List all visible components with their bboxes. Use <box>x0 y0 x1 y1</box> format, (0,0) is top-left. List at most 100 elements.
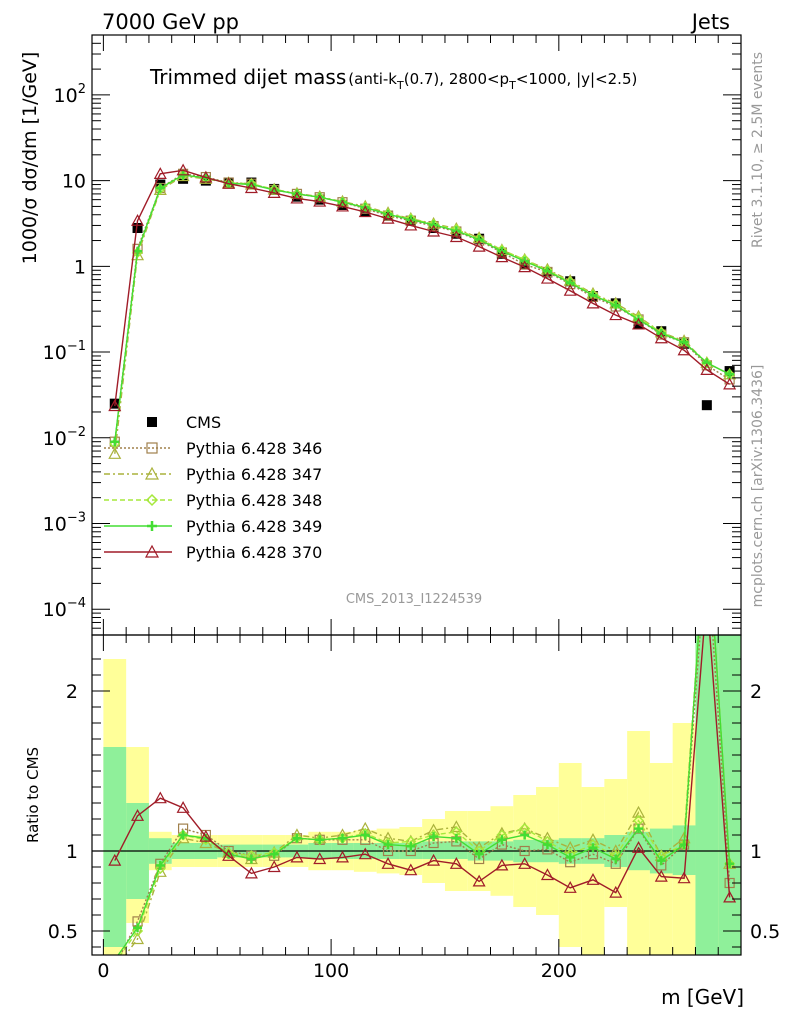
data-point <box>337 197 347 207</box>
ratio-point <box>702 511 711 520</box>
ratio-frame <box>91 634 742 956</box>
data-point <box>725 369 735 379</box>
ratio-point <box>427 853 441 866</box>
ratio-line <box>119 635 731 955</box>
stat-band-bin <box>695 635 719 955</box>
ratio-point <box>381 857 395 869</box>
ratio-point <box>335 850 350 863</box>
ratio-point <box>406 841 416 851</box>
series-4 <box>110 170 735 447</box>
legend-label: Pythia 6.428 346 <box>186 439 322 458</box>
ratio-point <box>495 858 509 871</box>
ratio-point <box>702 543 711 552</box>
data-point <box>632 317 646 330</box>
ratio-y-tick-label: 1 <box>750 841 762 863</box>
ratio-point <box>131 932 145 945</box>
rivet-label: Rivet 3.1.10, ≥ 2.5M events <box>750 52 766 248</box>
ratio-y-tick-label: 2 <box>750 681 762 703</box>
ratio-point <box>519 845 530 857</box>
series-1 <box>109 168 735 447</box>
chart-title: Trimmed dijet mass (anti-kT(0.7), 2800<pT… <box>149 65 637 92</box>
mcplots-label: mcplots.cern.ch [arXiv:1306.3436] <box>750 365 766 608</box>
ratio-point <box>449 820 463 833</box>
stat-band-bin <box>103 747 127 947</box>
ratio-point <box>429 832 439 842</box>
ratio-point <box>588 843 598 853</box>
data-point <box>108 447 122 459</box>
legend-label: Pythia 6.428 348 <box>186 491 322 510</box>
series-line <box>114 173 730 442</box>
ratio-point <box>110 955 119 964</box>
stat-band-bin <box>444 841 468 859</box>
data-point <box>199 170 213 183</box>
legend-marker <box>144 466 160 480</box>
ratio-line <box>124 635 731 955</box>
data-point <box>540 271 554 284</box>
legend: CMS Pythia 6.428 346 Pythia 6.428 347 Pythi… <box>104 413 322 562</box>
ratio-point <box>540 868 554 881</box>
data-point <box>176 163 190 176</box>
data-point <box>495 250 509 263</box>
syst-band-bin <box>581 787 605 955</box>
data-point <box>427 224 441 237</box>
series-3 <box>109 169 736 450</box>
stat-band-bin <box>422 841 445 859</box>
ratio-point <box>133 923 143 933</box>
ratio-point <box>176 801 190 813</box>
ratio-point <box>451 833 461 843</box>
ratio-point <box>518 857 532 869</box>
ratio-point <box>497 835 507 845</box>
data-point <box>586 296 600 309</box>
ratio-point <box>542 840 552 850</box>
ratio-point <box>154 863 166 875</box>
ratio-line <box>119 635 731 955</box>
series-line <box>114 174 730 444</box>
data-point <box>609 308 623 321</box>
ratio-point <box>520 830 530 840</box>
ratio-point <box>108 853 122 866</box>
ratio-point <box>656 856 666 866</box>
legend-label: Pythia 6.428 370 <box>186 543 322 562</box>
y-axis-label: 1000/σ dσ/dm [1/GeV] <box>19 52 41 265</box>
data-point <box>449 230 463 243</box>
legend-label: CMS <box>186 413 221 432</box>
data-point <box>563 283 577 296</box>
data-point <box>131 214 145 226</box>
y-tick-label: 102 <box>54 82 86 107</box>
data-point <box>474 235 484 245</box>
x-tick-label: 200 <box>541 960 577 982</box>
ratio-point <box>155 860 165 870</box>
y-tick-label: 10−2 <box>43 425 86 450</box>
ratio-point <box>199 829 213 842</box>
data-point <box>404 218 418 231</box>
data-point <box>723 377 737 390</box>
data-point <box>132 223 143 234</box>
y-tick-label: 10−1 <box>43 339 86 364</box>
ratio-line <box>114 635 731 898</box>
legend-marker <box>147 417 157 427</box>
ratio-point <box>153 791 167 804</box>
ratio-y-axis-label: Ratio to CMS <box>24 747 42 843</box>
ratio-point <box>654 869 668 882</box>
ratio-point <box>611 854 621 864</box>
data-point <box>155 183 165 193</box>
ratio-point <box>267 860 281 873</box>
legend-marker <box>145 493 159 507</box>
data-point <box>244 181 258 194</box>
data-point <box>110 437 120 447</box>
data-point <box>222 176 236 189</box>
y-tick-label: 10−4 <box>43 596 86 621</box>
ratio-point <box>246 854 256 864</box>
ratio-point <box>292 833 302 843</box>
legend-marker <box>144 544 160 558</box>
data-point <box>472 239 486 252</box>
ratio-point <box>701 590 712 600</box>
ratio-point <box>383 840 393 850</box>
ratio-point <box>109 964 120 974</box>
ratio-point <box>269 849 279 859</box>
ratio-point <box>563 841 577 853</box>
ratio-point <box>677 871 691 884</box>
series-0 <box>109 173 735 411</box>
data-point <box>153 167 167 179</box>
ratio-point <box>313 852 327 865</box>
